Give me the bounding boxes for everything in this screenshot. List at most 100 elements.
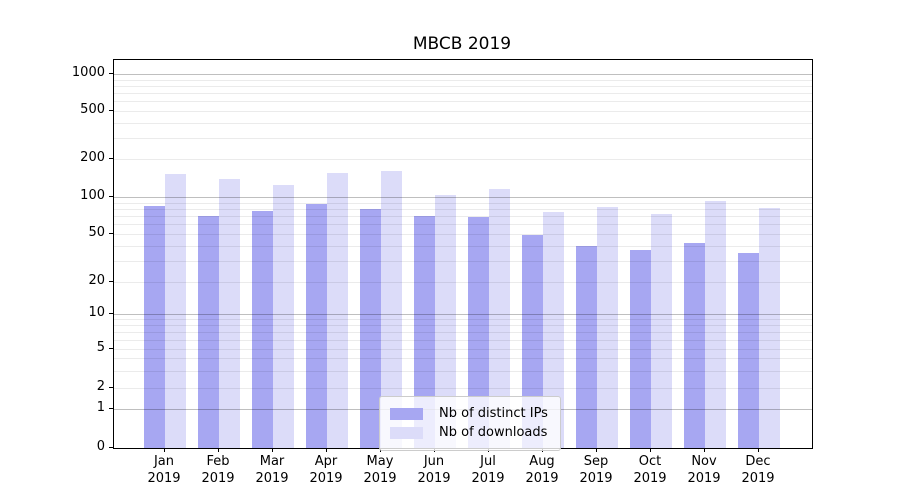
y-tick-label-2: 2 — [96, 379, 105, 394]
y-tick-mark — [109, 110, 113, 111]
x-tick-mark — [650, 448, 651, 452]
legend: Nb of distinct IPs Nb of downloads — [379, 396, 561, 451]
legend-label: Nb of distinct IPs — [439, 406, 548, 421]
gridline-20 — [114, 282, 812, 283]
bar-ips-apr — [306, 203, 327, 448]
gridline-300 — [114, 138, 812, 139]
gridline-40 — [114, 246, 812, 247]
bar-ips-jun — [414, 216, 435, 448]
y-tick-label-5: 5 — [96, 340, 105, 355]
x-tick-label-nov: Nov 2019 — [687, 454, 721, 486]
bar-downloads-oct — [651, 213, 672, 448]
gridline-80 — [114, 209, 812, 210]
y-tick-label-10: 10 — [88, 305, 105, 320]
bar-ips-feb — [198, 216, 219, 448]
bar-ips-oct — [630, 249, 651, 448]
x-tick-label-jul: Jul 2019 — [471, 454, 505, 486]
legend-item-ips: Nb of distinct IPs — [390, 406, 548, 422]
x-tick-label-sep: Sep 2019 — [579, 454, 613, 486]
bar-downloads-feb — [219, 179, 240, 448]
bar-downloads-jan — [165, 173, 186, 448]
y-tick-mark — [109, 447, 113, 448]
bar-downloads-nov — [705, 200, 726, 448]
y-tick-label-20: 20 — [88, 273, 105, 288]
bar-ips-sep — [576, 245, 597, 448]
bar-ips-may — [360, 208, 381, 448]
gridline-500 — [114, 111, 812, 112]
gridline-700 — [114, 93, 812, 94]
y-tick-mark — [109, 196, 113, 197]
x-tick-mark — [164, 448, 165, 452]
gridline-60 — [114, 224, 812, 225]
gridline-50 — [114, 234, 812, 235]
gridline-7 — [114, 332, 812, 333]
x-tick-mark — [704, 448, 705, 452]
x-tick-mark — [218, 448, 219, 452]
gridline-4 — [114, 358, 812, 359]
bar-ips-nov — [684, 243, 705, 448]
y-tick-mark — [109, 408, 113, 409]
x-tick-label-aug: Aug 2019 — [525, 454, 559, 486]
x-tick-label-may: May 2019 — [363, 454, 397, 486]
gridline-900 — [114, 80, 812, 81]
x-tick-label-dec: Dec 2019 — [741, 454, 775, 486]
x-tick-label-feb: Feb 2019 — [201, 454, 235, 486]
y-tick-mark — [109, 233, 113, 234]
y-tick-label-200: 200 — [80, 150, 105, 165]
x-tick-label-jun: Jun 2019 — [417, 454, 451, 486]
y-tick-mark — [109, 387, 113, 388]
bar-downloads-jun — [435, 195, 456, 448]
gridline-100 — [114, 197, 812, 198]
bar-downloads-jul — [489, 188, 510, 448]
x-tick-label-jan: Jan 2019 — [147, 454, 181, 486]
gridline-8 — [114, 325, 812, 326]
bar-downloads-mar — [273, 185, 294, 448]
y-tick-mark — [109, 158, 113, 159]
y-tick-label-0: 0 — [96, 439, 105, 454]
chart-title: MBCB 2019 — [412, 34, 512, 54]
gridline-6 — [114, 340, 812, 341]
gridline-600 — [114, 101, 812, 102]
gridline-1000 — [114, 74, 812, 75]
x-tick-label-apr: Apr 2019 — [309, 454, 343, 486]
gridline-200 — [114, 159, 812, 160]
bar-downloads-may — [381, 170, 402, 448]
gridline-800 — [114, 86, 812, 87]
x-tick-mark — [758, 448, 759, 452]
x-tick-mark — [326, 448, 327, 452]
grid-layer — [114, 60, 812, 448]
bar-ips-dec — [738, 252, 759, 448]
legend-swatch — [390, 408, 423, 420]
legend-item-downloads: Nb of downloads — [390, 425, 548, 441]
bar-ips-aug — [522, 235, 543, 448]
gridline-30 — [114, 261, 812, 262]
bar-ips-jul — [468, 216, 489, 448]
gridline-10 — [114, 314, 812, 315]
gridline-9 — [114, 319, 812, 320]
bar-ips-jan — [144, 205, 165, 448]
y-tick-label-1: 1 — [96, 400, 105, 415]
y-tick-mark — [109, 348, 113, 349]
x-tick-mark — [596, 448, 597, 452]
x-tick-label-oct: Oct 2019 — [633, 454, 667, 486]
bar-ips-mar — [252, 210, 273, 448]
gridline-5 — [114, 349, 812, 350]
y-tick-mark — [109, 281, 113, 282]
y-tick-label-500: 500 — [80, 102, 105, 117]
x-tick-mark — [272, 448, 273, 452]
gridline-70 — [114, 216, 812, 217]
legend-label: Nb of downloads — [439, 425, 548, 440]
plot-area: Nb of distinct IPs Nb of downloads — [113, 59, 813, 451]
x-tick-label-mar: Mar 2019 — [255, 454, 289, 486]
gridline-2 — [114, 388, 812, 389]
y-tick-label-50: 50 — [88, 225, 105, 240]
bar-downloads-sep — [597, 206, 618, 448]
y-tick-label-100: 100 — [80, 188, 105, 203]
gridline-400 — [114, 123, 812, 124]
gridline-90 — [114, 203, 812, 204]
bar-downloads-dec — [759, 207, 780, 448]
legend-swatch — [390, 427, 423, 439]
bars-layer — [114, 60, 812, 448]
gridline-3 — [114, 371, 812, 372]
